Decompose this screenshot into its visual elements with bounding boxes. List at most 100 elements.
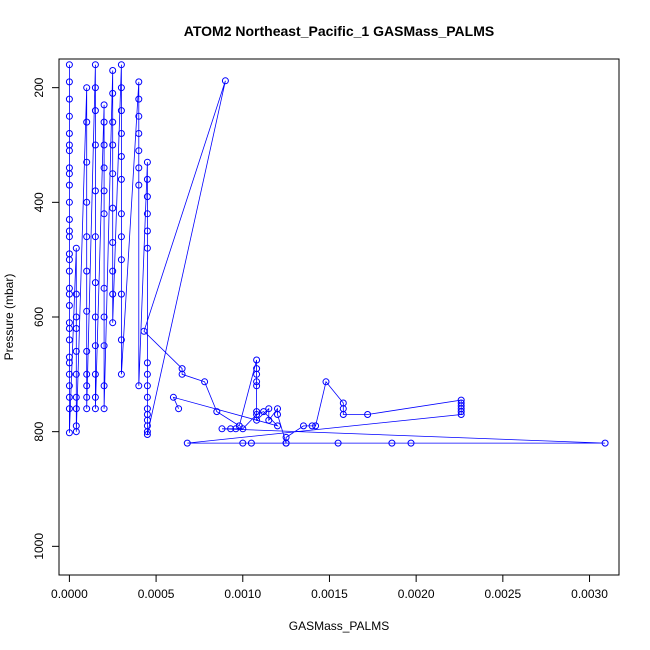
- data-point: [253, 408, 261, 416]
- data-point: [339, 411, 347, 418]
- data-point: [143, 370, 151, 378]
- data-point: [135, 78, 143, 86]
- data-point: [100, 210, 108, 218]
- data-point: [91, 370, 99, 378]
- data-point: [83, 118, 91, 126]
- data-point: [135, 382, 143, 390]
- data-point: [65, 325, 73, 332]
- x-axis-label: GASMass_PALMS: [289, 619, 389, 633]
- data-point: [213, 408, 221, 416]
- data-point: [117, 290, 125, 298]
- data-point: [201, 378, 209, 386]
- data-point: [100, 118, 108, 126]
- data-layer: [65, 61, 609, 447]
- data-point: [143, 244, 151, 252]
- data-point: [178, 370, 186, 378]
- data-point: [227, 425, 235, 433]
- data-point: [83, 405, 91, 413]
- data-point: [312, 422, 320, 430]
- data-point: [143, 382, 151, 390]
- data-point: [239, 439, 247, 447]
- data-point: [457, 411, 465, 418]
- data-point: [109, 141, 117, 149]
- data-point: [143, 431, 151, 438]
- data-point: [100, 313, 108, 321]
- data-point: [143, 193, 151, 201]
- y-tick-label: 200: [32, 77, 46, 97]
- data-point: [83, 393, 91, 401]
- data-point: [100, 101, 108, 109]
- data-point: [109, 319, 117, 327]
- data-point: [65, 78, 73, 86]
- data-point: [109, 89, 117, 97]
- data-point: [117, 84, 125, 92]
- data-point: [253, 370, 261, 378]
- data-point: [72, 393, 80, 401]
- data-point: [143, 175, 151, 183]
- x-tick-label: 0.0020: [398, 587, 435, 601]
- data-point: [100, 382, 108, 390]
- data-point: [247, 439, 255, 447]
- data-point: [100, 187, 108, 195]
- data-point: [65, 393, 73, 401]
- data-point: [388, 439, 396, 447]
- y-axis-label: Pressure (mbar): [2, 274, 16, 361]
- data-point: [65, 130, 73, 137]
- data-point: [91, 393, 99, 401]
- data-point: [65, 370, 73, 378]
- data-point: [65, 216, 73, 223]
- x-tick-label: 0.0030: [571, 587, 608, 601]
- data-point: [72, 347, 80, 355]
- data-point: [91, 61, 99, 69]
- data-point: [143, 359, 151, 367]
- x-tick-label: 0.0000: [51, 587, 88, 601]
- data-point: [65, 95, 73, 103]
- data-point: [239, 425, 247, 433]
- data-point: [135, 147, 143, 155]
- data-point: [143, 227, 151, 235]
- data-point: [232, 425, 240, 433]
- data-point: [100, 141, 108, 149]
- data-point: [91, 342, 99, 350]
- data-point: [65, 267, 73, 275]
- data-point: [100, 405, 108, 413]
- data-point: [91, 141, 99, 149]
- x-axis: 0.0000 0.0005 0.0010 0.0015 0.0020 0.0025 0.00…: [51, 574, 608, 601]
- data-point: [65, 198, 73, 206]
- data-point: [91, 187, 99, 195]
- data-point: [109, 204, 117, 212]
- data-point: [183, 439, 191, 447]
- data-point: [143, 158, 151, 166]
- data-point: [83, 84, 91, 92]
- data-point: [91, 233, 99, 241]
- data-point: [109, 290, 117, 298]
- data-point: [72, 313, 80, 321]
- data-point: [65, 302, 73, 309]
- data-point: [253, 378, 261, 386]
- data-point: [83, 307, 91, 315]
- data-point: [175, 405, 183, 413]
- data-point: [100, 342, 108, 350]
- data-point: [135, 164, 143, 172]
- data-point: [65, 112, 73, 120]
- x-tick-label: 0.0005: [138, 587, 175, 601]
- data-point: [218, 425, 226, 433]
- data-point: [117, 210, 125, 218]
- data-point: [83, 382, 91, 390]
- data-point: [253, 411, 261, 418]
- data-point: [109, 170, 117, 178]
- data-point: [334, 439, 342, 447]
- data-point: [140, 327, 148, 335]
- data-point: [109, 239, 117, 246]
- data-point: [91, 313, 99, 321]
- data-point: [265, 416, 273, 424]
- data-point: [91, 84, 99, 92]
- data-point: [117, 130, 125, 137]
- data-point: [117, 61, 125, 69]
- y-axis: 200 400 600 800 1000: [32, 77, 60, 560]
- data-point: [65, 336, 73, 344]
- data-point: [72, 325, 80, 332]
- data-point: [117, 153, 125, 160]
- data-point: [72, 370, 80, 378]
